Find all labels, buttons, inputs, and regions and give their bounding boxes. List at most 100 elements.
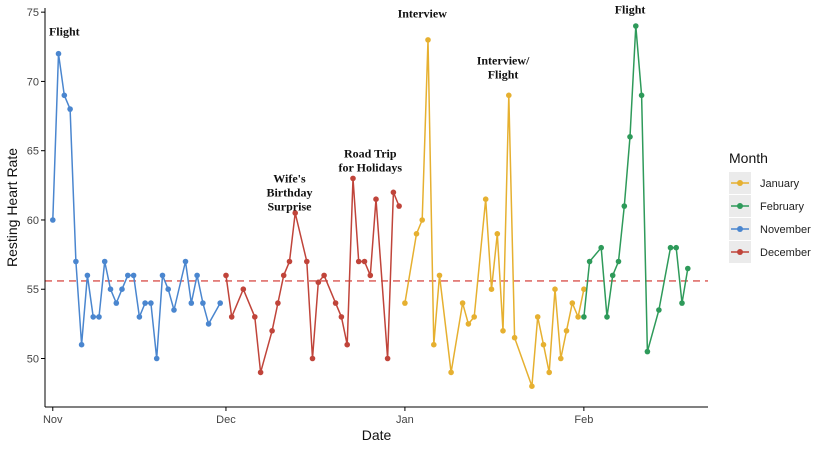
data-point-february bbox=[621, 203, 628, 209]
data-point-january bbox=[482, 196, 489, 202]
data-point-january bbox=[552, 286, 558, 293]
data-point-november bbox=[165, 286, 171, 293]
y-tick-label: 75 bbox=[27, 7, 39, 19]
legend-label-february: February bbox=[760, 201, 805, 213]
x-tick-label: Dec bbox=[216, 414, 236, 426]
data-point-january bbox=[506, 92, 512, 99]
legend-items: January February November December bbox=[729, 172, 811, 263]
data-point-november bbox=[125, 272, 131, 279]
data-point-january bbox=[471, 314, 478, 320]
data-point-december bbox=[240, 286, 247, 293]
data-point-december bbox=[367, 272, 374, 279]
data-point-december bbox=[396, 203, 402, 209]
x-axis-title: Date bbox=[362, 427, 392, 443]
legend-key-dot bbox=[737, 226, 743, 232]
legend-key-dot bbox=[737, 203, 743, 209]
data-point-january bbox=[494, 231, 501, 237]
y-axis-title: Resting Heart Rate bbox=[4, 148, 20, 267]
annotation-line: Interview bbox=[398, 7, 448, 21]
data-point-november bbox=[84, 272, 91, 279]
data-point-december bbox=[390, 189, 397, 196]
x-tick-label: Jan bbox=[396, 414, 414, 426]
data-point-december bbox=[309, 355, 316, 362]
data-point-january bbox=[465, 321, 472, 327]
data-point-february bbox=[638, 92, 645, 99]
data-point-february bbox=[615, 258, 622, 265]
y-tick-label: 50 bbox=[27, 354, 39, 366]
data-point-january bbox=[425, 37, 431, 43]
data-point-december bbox=[315, 279, 322, 286]
data-point-february bbox=[679, 300, 685, 306]
data-point-november bbox=[136, 314, 143, 320]
y-axis-ticks: 50 55 60 65 70 75 bbox=[27, 7, 45, 366]
data-point-november bbox=[159, 272, 166, 279]
legend-item-february: February bbox=[729, 195, 805, 217]
series-group bbox=[50, 23, 691, 390]
data-point-december bbox=[286, 258, 293, 265]
series-november bbox=[50, 50, 223, 362]
data-point-february bbox=[633, 23, 639, 29]
legend-key-dot bbox=[737, 249, 743, 255]
data-point-january bbox=[546, 369, 552, 376]
data-point-february bbox=[581, 314, 587, 320]
data-point-november bbox=[73, 258, 79, 265]
y-tick-label: 55 bbox=[27, 284, 39, 296]
data-point-november bbox=[67, 106, 73, 112]
legend-item-november: November bbox=[729, 218, 811, 240]
data-point-january bbox=[575, 314, 581, 320]
data-point-november bbox=[130, 272, 137, 279]
data-point-december bbox=[350, 175, 356, 182]
data-point-december bbox=[252, 314, 258, 320]
data-point-december bbox=[304, 258, 310, 265]
data-point-december bbox=[384, 355, 391, 362]
data-point-december bbox=[344, 341, 351, 348]
x-axis-ticks: Nov Dec Jan Feb bbox=[43, 407, 593, 426]
data-point-january bbox=[511, 334, 518, 341]
series-line-november bbox=[52, 53, 221, 359]
annotation-label: Wife's Birthday Surprise bbox=[266, 171, 312, 213]
y-tick-label: 70 bbox=[27, 76, 39, 88]
data-point-december bbox=[292, 210, 299, 216]
data-point-february bbox=[604, 314, 610, 320]
data-point-january bbox=[558, 355, 564, 362]
annotation-line: Surprise bbox=[267, 199, 312, 213]
data-point-january bbox=[419, 217, 426, 223]
series-line-january bbox=[404, 39, 585, 387]
data-point-november bbox=[107, 286, 114, 293]
data-point-november bbox=[113, 300, 120, 306]
data-point-february bbox=[586, 258, 593, 265]
annotation-line: for Holidays bbox=[339, 160, 403, 174]
data-point-february bbox=[656, 307, 662, 313]
data-point-november bbox=[153, 355, 160, 362]
annotation-label: Interview/Flight bbox=[477, 54, 530, 82]
data-point-january bbox=[563, 328, 570, 334]
legend: Month January February November December bbox=[729, 150, 811, 263]
data-point-january bbox=[500, 328, 506, 334]
data-point-november bbox=[171, 307, 177, 313]
data-point-january bbox=[488, 286, 495, 293]
data-point-february bbox=[685, 265, 691, 272]
data-point-january bbox=[569, 300, 576, 306]
legend-label-december: December bbox=[760, 247, 811, 259]
series-line-february bbox=[583, 25, 689, 352]
plot-area: Flight Wife's Birthday Surprise Road Trip for… bbox=[45, 3, 708, 390]
annotation-label: Road Trip for Holidays bbox=[339, 146, 403, 174]
data-point-december bbox=[361, 258, 368, 265]
legend-title: Month bbox=[729, 150, 768, 166]
data-point-november bbox=[50, 217, 56, 223]
y-tick-label: 60 bbox=[27, 215, 39, 227]
annotation-group: Flight Wife's Birthday Surprise Road Trip for… bbox=[49, 3, 645, 214]
annotation-line: Birthday bbox=[266, 185, 312, 199]
data-point-december bbox=[228, 314, 235, 320]
data-point-february bbox=[644, 348, 651, 355]
data-point-november bbox=[194, 272, 200, 279]
legend-label-january: January bbox=[760, 178, 800, 190]
data-point-february bbox=[609, 272, 616, 279]
series-december bbox=[223, 175, 402, 376]
legend-item-december: December bbox=[729, 241, 811, 263]
legend-key-dot bbox=[737, 180, 743, 186]
data-point-november bbox=[205, 321, 212, 327]
series-january bbox=[402, 37, 587, 390]
